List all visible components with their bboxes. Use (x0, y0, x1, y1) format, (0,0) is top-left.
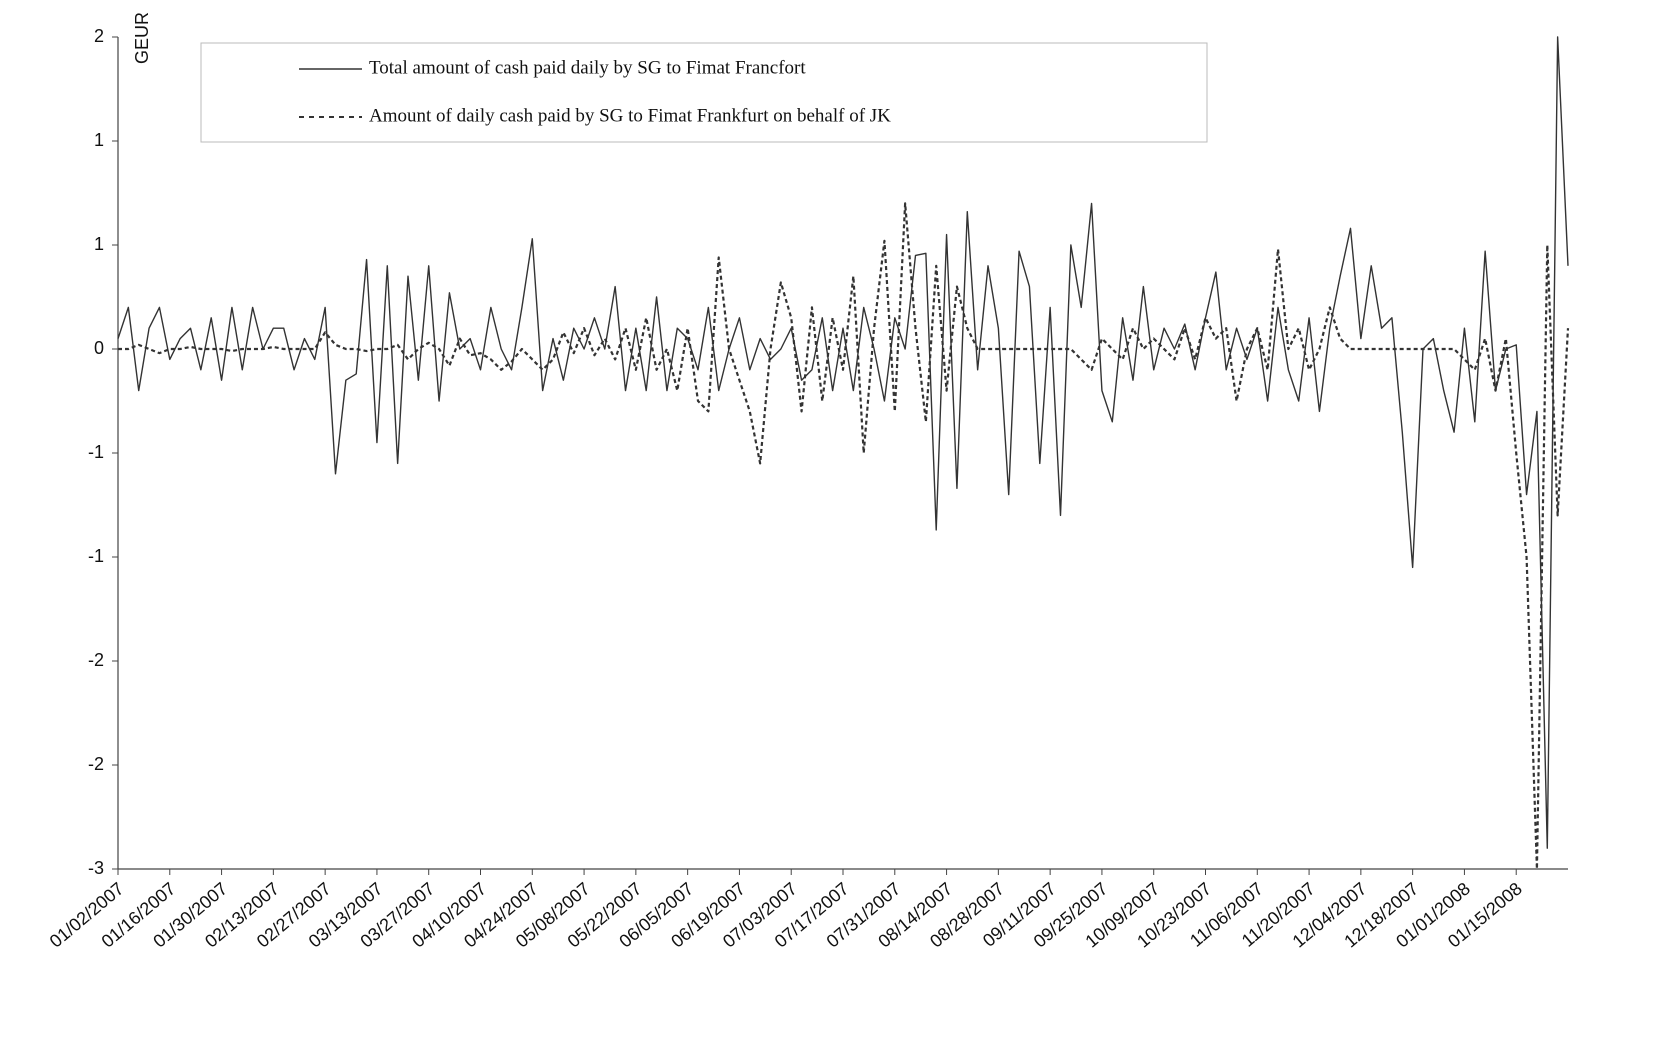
y-tick-label: -2 (88, 754, 104, 774)
y-tick-label: -1 (88, 546, 104, 566)
y-tick-label: 1 (94, 234, 104, 254)
y-tick-label: 0 (94, 338, 104, 358)
legend-label: Amount of daily cash paid by SG to Fimat… (369, 105, 891, 126)
line-series (117, 36, 1569, 849)
legend-box (200, 42, 1208, 143)
y-tick-label: 2 (94, 26, 104, 46)
legend-label: Total amount of cash paid daily by SG to… (369, 57, 806, 78)
y-tick-label: -3 (88, 858, 104, 878)
y-tick-label: -2 (88, 650, 104, 670)
line-series (118, 202, 1570, 871)
y-tick-label: 1 (94, 130, 104, 150)
y-tick-label: -1 (88, 442, 104, 462)
legend: Total amount of cash paid daily by SG to… (200, 42, 1208, 143)
y-axis-label: GEUR (132, 12, 152, 64)
